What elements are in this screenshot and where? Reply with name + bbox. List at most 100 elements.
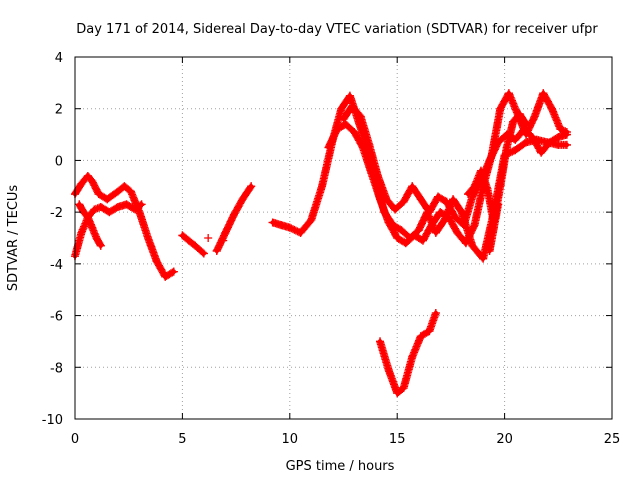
data-point <box>285 223 294 232</box>
y-tick-label: 2 <box>55 103 63 118</box>
data-point <box>449 195 458 204</box>
data-point <box>384 218 393 227</box>
series-seg11 <box>485 200 503 255</box>
data-point <box>365 140 374 149</box>
data-point <box>83 171 92 180</box>
data-point <box>468 241 477 250</box>
data-point <box>373 171 382 180</box>
data-point <box>442 197 451 206</box>
data-point <box>144 234 153 242</box>
data-point <box>169 267 178 276</box>
data-point <box>238 195 247 204</box>
y-tick-label: 4 <box>55 51 63 66</box>
data-point <box>554 140 563 149</box>
data-point <box>341 120 350 129</box>
data-point <box>431 228 440 237</box>
data-point <box>391 205 400 214</box>
data-point <box>519 125 528 134</box>
data-point <box>77 179 86 188</box>
data-point <box>459 221 468 230</box>
data-point <box>122 200 131 209</box>
data-point <box>470 221 479 230</box>
data-point <box>522 120 531 129</box>
data-point <box>96 241 105 250</box>
data-point <box>358 143 367 152</box>
data-point <box>83 213 92 222</box>
series-seg8 <box>339 102 571 230</box>
data-point <box>401 239 410 248</box>
data-point <box>556 125 565 134</box>
data-point <box>126 187 135 196</box>
y-axis-label: SDTVAR / TECUs <box>6 185 21 292</box>
data-point <box>113 187 122 196</box>
x-tick-label: 15 <box>389 432 406 447</box>
data-point <box>451 213 460 222</box>
data-point <box>416 195 425 204</box>
data-point <box>219 236 228 245</box>
data-point <box>88 177 97 186</box>
data-point <box>464 190 473 199</box>
data-point <box>90 205 99 214</box>
data-point <box>511 135 520 144</box>
data-point <box>479 254 488 263</box>
data-point <box>92 234 101 242</box>
data-point <box>489 223 498 232</box>
data-point <box>268 218 277 227</box>
data-point <box>427 221 436 230</box>
data-point <box>393 234 402 242</box>
plot-frame <box>74 56 613 420</box>
data-point <box>485 156 494 165</box>
x-tick-label: 10 <box>282 432 299 447</box>
data-point <box>324 143 333 152</box>
data-point <box>296 228 305 237</box>
data-point <box>496 182 505 191</box>
data-point <box>416 332 425 341</box>
x-tick-label: 0 <box>71 432 79 447</box>
data-point <box>131 205 140 214</box>
y-tick-label: -2 <box>50 206 63 221</box>
x-tick-label: 5 <box>178 432 186 447</box>
y-tick-label: -6 <box>50 310 63 325</box>
data-point <box>94 190 103 199</box>
data-point <box>408 182 417 191</box>
data-point <box>522 138 531 147</box>
y-tick-label: -10 <box>42 413 63 428</box>
data-point <box>348 102 357 111</box>
data-point <box>105 208 114 217</box>
data-point <box>307 215 316 224</box>
data-point <box>120 182 129 191</box>
data-point <box>178 231 187 240</box>
series-seg9 <box>376 308 440 398</box>
data-point <box>425 327 434 336</box>
data-point <box>399 383 408 392</box>
data-point <box>382 195 391 204</box>
data-point <box>191 241 200 250</box>
data-point <box>408 352 417 361</box>
data-point <box>436 208 445 217</box>
chart-title: Day 171 of 2014, Sidereal Day-to-day VTE… <box>76 22 598 37</box>
grid-lines <box>75 57 612 419</box>
data-point <box>562 140 571 149</box>
data-point <box>393 389 402 398</box>
data-point <box>511 146 520 155</box>
data-point <box>376 337 385 346</box>
data-point <box>277 221 286 230</box>
data-point <box>502 143 511 152</box>
data-point <box>483 184 492 193</box>
data-point <box>204 234 213 242</box>
data-point <box>184 236 193 245</box>
axis-ticks: 0 5 10 15 20 25 -10 -8 -6 -4 -2 0 2 4 <box>42 51 621 447</box>
data-point <box>356 112 365 121</box>
data-point <box>199 249 208 258</box>
data-point <box>470 182 479 191</box>
data-point <box>318 182 327 191</box>
data-point <box>410 231 419 240</box>
data-point <box>453 228 462 237</box>
data-point <box>494 138 503 147</box>
data-point <box>547 104 556 113</box>
data-point <box>515 109 524 118</box>
x-tick-label: 25 <box>604 432 621 447</box>
data-point <box>485 246 494 255</box>
data-point <box>537 148 546 157</box>
